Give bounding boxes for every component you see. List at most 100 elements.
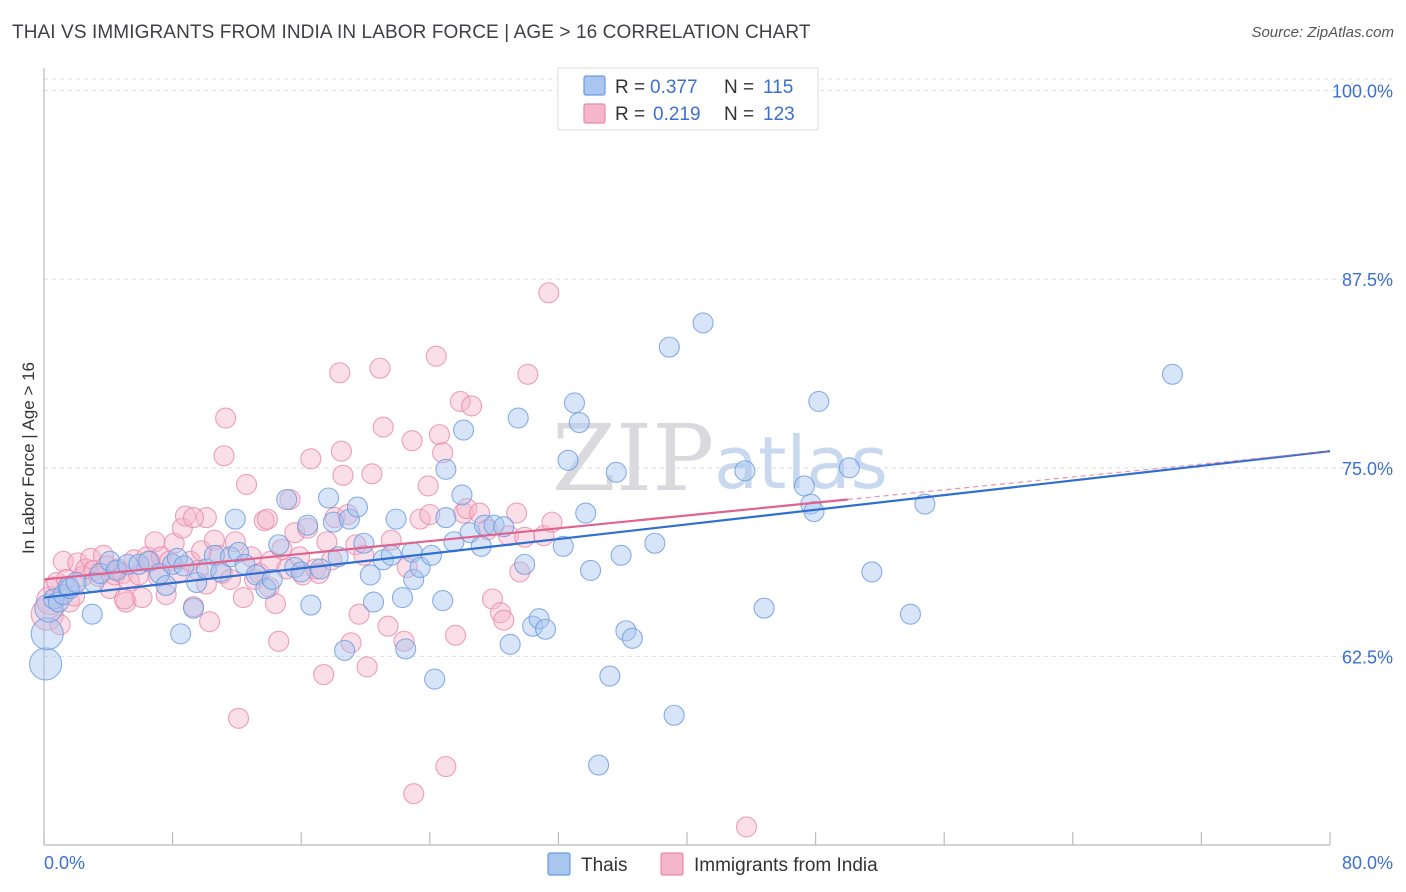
thai-point (182, 597, 205, 619)
india-point (171, 517, 193, 539)
thai-point (261, 568, 283, 591)
thai-point (403, 568, 425, 591)
india-point (372, 416, 394, 438)
top-legend: R = 0.377 N = 115 R = 0.219 N = 123 (557, 67, 819, 131)
trend-lines (43, 450, 1331, 599)
india-point (232, 587, 254, 609)
legend-n-label-thai: N = (724, 77, 754, 98)
legend-n-value-india: 123 (763, 104, 795, 125)
thai-point (588, 754, 610, 776)
thai-point (658, 336, 680, 358)
y-axis-label: In Labor Force | Age > 16 (19, 362, 38, 554)
india-trend-line (43, 498, 848, 581)
thai-point (432, 590, 454, 612)
thai-trend-line (43, 450, 1331, 599)
thai-point (117, 553, 139, 575)
thai-point (300, 594, 322, 616)
bottom-legend-swatch-india (660, 852, 684, 876)
thai-point (290, 561, 312, 583)
watermark-zip: ZIP (552, 405, 714, 512)
legend-swatch-thai (583, 75, 606, 96)
india-point (199, 611, 221, 633)
india-point (289, 546, 311, 568)
thai-point (317, 487, 340, 509)
thai-point (692, 312, 714, 334)
india-point (393, 630, 415, 652)
thai-point (362, 591, 385, 613)
india-point (428, 424, 450, 446)
india-point (348, 603, 370, 625)
india-point (449, 390, 471, 412)
thai-point (338, 508, 360, 530)
thai-point (409, 556, 431, 578)
india-point (227, 707, 250, 729)
thai-point (808, 390, 830, 412)
thai-point (276, 488, 298, 511)
thai-point (435, 458, 457, 480)
x-tick-label-max: 80.0% (1342, 853, 1393, 873)
india-point (517, 363, 539, 385)
thai-point (914, 493, 936, 515)
y-tick-labels: 62.5% 75.0% 87.5% 100.0% (1332, 82, 1393, 668)
india-point (256, 508, 278, 530)
thai-point (899, 603, 921, 625)
thai-point (137, 550, 160, 572)
india-point (377, 615, 399, 637)
thai-point (534, 618, 557, 640)
thai-point (353, 532, 375, 554)
india-point (264, 593, 287, 615)
y-tick-label-1: 75.0% (1342, 459, 1393, 479)
thai-point (793, 475, 815, 497)
thai-point (610, 544, 632, 566)
india-point (456, 498, 478, 520)
thai-point (224, 508, 246, 530)
india-point (461, 395, 483, 417)
thai-point (528, 608, 550, 630)
thai-point (861, 561, 883, 583)
india-point (435, 755, 457, 778)
thai-point (621, 627, 643, 649)
thai-point (297, 514, 319, 536)
india-point (113, 588, 135, 610)
thai-point (838, 457, 860, 479)
thai-point (734, 460, 756, 482)
legend-swatch-india (583, 103, 606, 124)
india-point (268, 630, 290, 652)
india-point (284, 522, 306, 544)
india-point (506, 502, 528, 524)
thai-point (552, 535, 574, 557)
legend-r-label-thai: R = (615, 77, 645, 98)
thai-point (568, 412, 590, 434)
thai-point (322, 511, 344, 533)
thai-point (30, 617, 64, 651)
bottom-legend: Thais Immigrants from India (547, 852, 878, 876)
legend-n-label-india: N = (724, 104, 754, 125)
thai-point (29, 647, 63, 681)
y-tick-label-0: 62.5% (1342, 647, 1393, 667)
thai-point (385, 508, 407, 530)
india-point (235, 473, 258, 495)
india-point (419, 504, 441, 526)
india-point (401, 430, 423, 452)
thai-point (451, 484, 473, 506)
india-point (444, 624, 467, 646)
thai-point (346, 496, 369, 518)
thai-point (644, 532, 666, 554)
thai-point (203, 544, 225, 566)
india-point (432, 442, 454, 464)
india-point (182, 507, 205, 529)
y-tick-label-3: 100.0% (1332, 82, 1393, 102)
x-axis-ticks (43, 832, 1331, 845)
india-point (300, 448, 322, 470)
india-point (174, 505, 197, 527)
thai-point (563, 392, 586, 414)
india-point (215, 407, 237, 429)
india-point (409, 508, 431, 530)
chart-title: THAI VS IMMIGRANTS FROM INDIA IN LABOR F… (12, 22, 811, 43)
bottom-legend-label-thai: Thais (581, 855, 627, 876)
thai-point (380, 544, 402, 566)
source-label: Source: ZipAtlas.com (1251, 24, 1394, 41)
thai-point (557, 449, 579, 471)
thai-point (424, 668, 446, 690)
